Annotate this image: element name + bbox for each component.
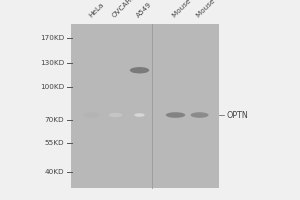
Text: 130KD: 130KD (40, 60, 64, 66)
Text: OPTN: OPTN (226, 111, 248, 120)
Ellipse shape (109, 113, 122, 117)
Ellipse shape (130, 67, 149, 73)
Ellipse shape (190, 112, 208, 118)
Ellipse shape (166, 112, 185, 118)
Text: 100KD: 100KD (40, 84, 64, 90)
Text: 170KD: 170KD (40, 35, 64, 41)
Ellipse shape (83, 112, 100, 118)
Ellipse shape (134, 113, 145, 117)
Text: 55KD: 55KD (45, 140, 64, 146)
Text: Mouse heart: Mouse heart (195, 0, 231, 19)
Text: 70KD: 70KD (45, 117, 64, 123)
Text: OVCAR3: OVCAR3 (111, 0, 137, 19)
Bar (70, 24, 219, 188)
Text: 40KD: 40KD (45, 169, 64, 175)
Text: Mouse liver: Mouse liver (171, 0, 205, 19)
Text: A549: A549 (135, 1, 153, 19)
Bar (219, 24, 300, 188)
Text: HeLa: HeLa (87, 2, 104, 19)
